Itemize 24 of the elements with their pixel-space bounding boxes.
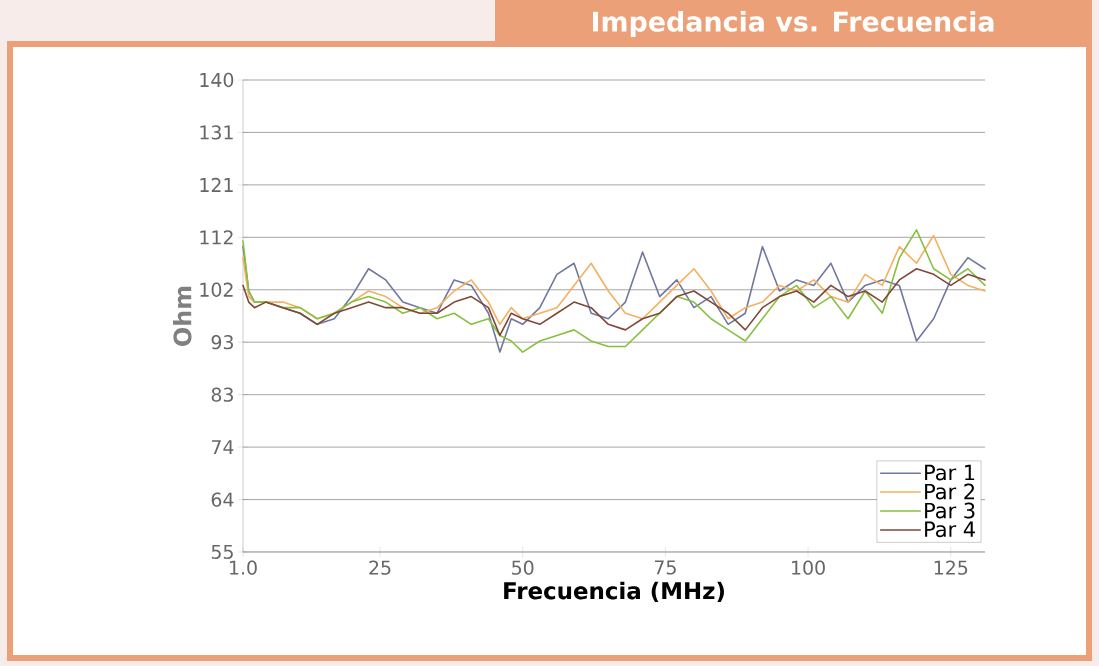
- x-tick-label: 50: [512, 560, 534, 575]
- x-tick-label: 25: [369, 560, 391, 575]
- y-tick-label: 93: [211, 335, 233, 350]
- y-tick-label: 74: [211, 440, 234, 454]
- x-tick-label: 125: [934, 560, 968, 575]
- legend-label: Par 3: [925, 502, 975, 519]
- x-tick-label: 75: [654, 560, 676, 575]
- y-tick-label: 83: [211, 387, 233, 402]
- y-tick-label: 112: [200, 230, 233, 245]
- y-tick-label: 140: [200, 72, 234, 88]
- y-tick-label: 131: [200, 125, 233, 140]
- y-tick-label: 55: [211, 544, 233, 560]
- legend-label: Par 2: [925, 483, 975, 500]
- y-axis-title: Ohm: [173, 286, 192, 346]
- y-tick-label: 102: [200, 282, 233, 297]
- y-tick-label: 64: [211, 492, 234, 507]
- line-series: [242, 267, 986, 337]
- legend-label: Par 1: [925, 464, 975, 481]
- x-tick-label: 1.0: [230, 560, 257, 575]
- legend-label: Par 4: [925, 521, 975, 538]
- x-axis-title: Frecuencia (MHz): [504, 581, 724, 603]
- chart-title: Impedancia vs. Frecuencia: [592, 10, 994, 37]
- x-tick-label: 100: [792, 560, 825, 575]
- y-tick-label: 121: [200, 177, 233, 192]
